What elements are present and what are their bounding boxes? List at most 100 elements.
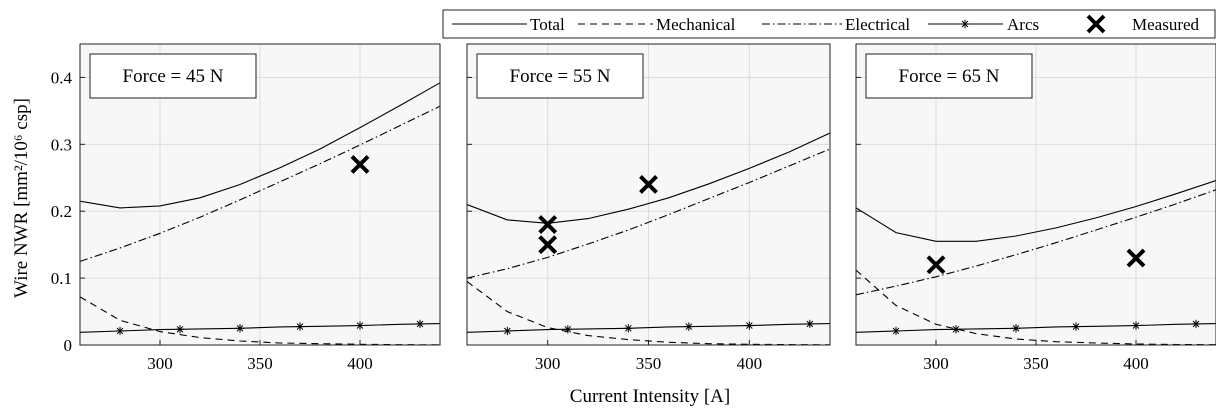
series-line-total xyxy=(80,82,440,209)
arcs-star-marker-stroke xyxy=(806,320,814,328)
arcs-star-marker xyxy=(235,324,245,333)
measured-point-stroke xyxy=(926,255,946,275)
arcs-star-marker-stroke xyxy=(1072,323,1080,330)
arcs-star-marker xyxy=(745,321,754,330)
y-tick-label: 0.2 xyxy=(51,202,72,221)
arcs-star-marker xyxy=(624,324,633,333)
measured-point xyxy=(639,175,658,194)
legend-label-total: Total xyxy=(530,15,565,34)
series-line-electrical xyxy=(80,105,440,262)
measured-point xyxy=(538,215,558,235)
x-tick-label: 300 xyxy=(147,354,173,373)
series-line-electrical xyxy=(856,189,1216,296)
panel-title-box xyxy=(865,53,1033,99)
arcs-star-marker xyxy=(563,325,573,334)
arcs-star-marker xyxy=(951,325,961,334)
panel-title-box xyxy=(476,53,644,99)
series-group xyxy=(856,179,1216,345)
legend-label-measured: Measured xyxy=(1132,15,1200,34)
legend-arcs-star-stroke xyxy=(961,20,969,28)
y-tick-label: 0.1 xyxy=(51,269,72,288)
x-tick-label: 300 xyxy=(535,354,561,373)
arcs-star-marker xyxy=(1071,322,1081,331)
arcs-star-marker-stroke xyxy=(416,320,424,328)
x-tick-label: 350 xyxy=(636,354,662,373)
measured-point-stroke xyxy=(538,235,558,255)
arcs-star-marker-stroke xyxy=(746,322,753,329)
series-line-arcs xyxy=(856,323,1216,333)
arcs-star-marker xyxy=(684,322,694,331)
arcs-star-marker xyxy=(295,322,305,331)
legend-label-mechanical: Mechanical xyxy=(656,15,736,34)
legend-label-electrical: Electrical xyxy=(845,15,910,34)
arcs-star-marker-stroke xyxy=(952,325,960,333)
measured-point-stroke xyxy=(1126,248,1146,268)
arcs-star-marker xyxy=(355,321,365,330)
arcs-star-marker-stroke xyxy=(564,325,572,333)
legend-label-arcs: Arcs xyxy=(1007,15,1039,34)
measured-point-stroke xyxy=(639,175,658,194)
y-axis-label: Wire NWR [mm²/10⁶ csp] xyxy=(11,98,32,298)
arcs-star-marker xyxy=(1011,324,1021,333)
y-tick-label: 0 xyxy=(64,336,73,355)
arcs-star-marker xyxy=(1131,321,1141,330)
arcs-star-marker xyxy=(503,326,512,336)
panel-title: Force = 45 N xyxy=(123,66,224,87)
panel-title: Force = 55 N xyxy=(510,66,611,87)
arcs-star-marker-stroke xyxy=(892,327,900,335)
legend-arcs-star xyxy=(960,19,970,29)
measured-point xyxy=(538,235,558,255)
series-group xyxy=(80,82,440,345)
series-line-total xyxy=(856,179,1216,242)
arcs-star-marker-stroke xyxy=(504,327,511,335)
y-tick-label: 0.3 xyxy=(51,135,72,154)
x-tick-label: 400 xyxy=(347,354,373,373)
arcs-star-marker xyxy=(115,326,125,336)
legend-arcs-star-marker xyxy=(960,19,970,29)
x-tick-label: 350 xyxy=(1023,354,1049,373)
arcs-star-marker-stroke xyxy=(625,324,632,332)
legend-measured-x-stroke xyxy=(1086,14,1106,34)
measured-point-stroke xyxy=(538,215,558,235)
measured-point xyxy=(1126,248,1146,268)
panel-1: 300 350 400 0 0.1 0.2 0.3 0.4 Force = 45 N xyxy=(51,43,441,373)
x-tick-label: 350 xyxy=(247,354,273,373)
x-tick-label: 400 xyxy=(737,354,763,373)
arcs-star-marker-stroke xyxy=(1012,324,1020,332)
arcs-star-marker-stroke xyxy=(116,327,124,335)
x-axis-label: Current Intensity [A] xyxy=(570,386,730,407)
arcs-star-marker xyxy=(1191,319,1201,329)
series-line-electrical xyxy=(467,148,830,279)
y-tick-label: 0.4 xyxy=(51,68,73,87)
arcs-star-marker-stroke xyxy=(356,322,364,329)
measured-point-stroke xyxy=(350,154,370,174)
measured-point xyxy=(350,154,370,174)
arcs-star-marker xyxy=(415,319,425,329)
legend-measured-x xyxy=(1086,14,1106,34)
series-line-mechanical xyxy=(856,269,1216,345)
legend-measured-x-marker xyxy=(1086,14,1106,34)
arcs-star-marker xyxy=(175,325,185,334)
arcs-star-marker-stroke xyxy=(176,325,184,333)
x-tick-label: 400 xyxy=(1123,354,1149,373)
series-line-arcs xyxy=(467,323,830,333)
arcs-star-marker xyxy=(891,326,901,336)
panel-title: Force = 65 N xyxy=(899,66,1000,87)
series-line-arcs xyxy=(80,323,440,333)
panels: 300 350 400 0 0.1 0.2 0.3 0.4 Force = 45 N 300 350… xyxy=(51,43,1216,373)
arcs-star-marker-stroke xyxy=(296,323,304,330)
series-line-total xyxy=(467,132,830,224)
arcs-star-marker-stroke xyxy=(1132,322,1140,329)
arcs-star-marker xyxy=(805,319,815,329)
measured-point xyxy=(926,255,946,275)
panel-3: 300 350 400 Force = 65 N xyxy=(855,43,1216,373)
arcs-star-marker-stroke xyxy=(1192,320,1200,328)
arcs-star-marker-stroke xyxy=(685,323,693,330)
x-tick-label: 300 xyxy=(923,354,949,373)
legend: Total Mechanical Electrical Arcs Measure… xyxy=(442,9,1216,39)
panel-2: 300 350 400 Force = 55 N xyxy=(466,43,831,373)
panel-title-box xyxy=(89,53,257,99)
arcs-star-marker-stroke xyxy=(236,324,244,332)
